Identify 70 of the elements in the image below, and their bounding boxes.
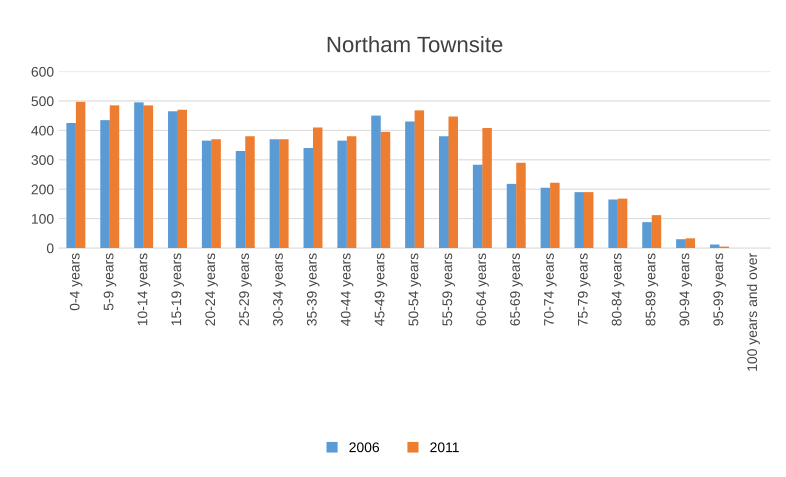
y-tick-label: 100 [32, 214, 54, 224]
bar [540, 188, 550, 248]
x-tick-label: 70-74 years [544, 253, 557, 326]
bar [178, 110, 187, 248]
x-tick-label: 0-4 years [70, 253, 82, 310]
x-tick-label: 75-79 years [578, 253, 590, 326]
bar [168, 111, 178, 248]
bar [482, 128, 492, 248]
bar [652, 215, 662, 248]
y-tick-label: 300 [31, 155, 54, 165]
bar [550, 182, 560, 248]
bar [506, 184, 516, 248]
bar [642, 222, 652, 248]
bar [211, 139, 221, 248]
x-tick-label: 5-9 years [104, 253, 116, 310]
bar [144, 105, 154, 248]
bar [312, 127, 322, 248]
bar [516, 162, 526, 248]
bar [574, 192, 584, 248]
bar [439, 136, 448, 248]
x-tick-label: 20-24 years [205, 253, 218, 326]
x-tick-label: 45-49 years [374, 253, 388, 326]
bar [337, 140, 347, 248]
x-tick-label: 80-84 years [612, 253, 624, 326]
x-tick-label: 10-14 years [138, 253, 150, 326]
bar [371, 116, 381, 248]
bar [618, 198, 628, 248]
x-tick-label: 85-89 years [646, 253, 658, 326]
y-tick-label: 400 [31, 126, 54, 136]
bar [676, 239, 686, 248]
bar [405, 122, 415, 248]
x-tick-label: 15-19 years [171, 253, 184, 326]
x-tick-label: 55-59 years [442, 253, 455, 326]
bar [686, 238, 696, 248]
bar [448, 116, 458, 248]
legend-label: 2006 [349, 442, 380, 452]
bar [380, 132, 390, 248]
bar [608, 200, 618, 248]
x-tick-label: 35-39 years [306, 253, 320, 326]
y-tick-label: 600 [32, 66, 54, 77]
bar [472, 164, 482, 248]
bar [236, 150, 246, 248]
legend-label: 2011 [430, 442, 459, 452]
y-tick-label: 200 [32, 184, 54, 194]
bar [202, 140, 212, 248]
bar [110, 105, 120, 248]
x-tick-label: 50-54 years [408, 253, 422, 326]
x-tick-label: 65-69 years [510, 253, 523, 326]
y-tick-label: 0 [46, 243, 54, 254]
x-tick-label: 40-44 years [340, 253, 354, 326]
bar [304, 148, 313, 248]
x-tick-label: 25-29 years [239, 253, 252, 326]
bar [710, 244, 720, 248]
bar [414, 110, 424, 248]
x-tick-label: 100 years and over [746, 253, 760, 371]
x-tick-label: 30-34 years [273, 253, 286, 326]
x-tick-label: 95-99 years [713, 253, 726, 326]
bar [76, 102, 86, 248]
bar [245, 136, 255, 248]
bar [270, 139, 280, 248]
bar [346, 136, 356, 248]
x-tick-label: 60-64 years [476, 253, 489, 326]
x-tick-label: 90-94 years [679, 253, 692, 326]
bar [584, 192, 594, 248]
bar [279, 139, 289, 248]
bar [66, 123, 76, 248]
chart-title: Northam Townsite [328, 36, 502, 52]
bar [100, 120, 110, 248]
bar [134, 102, 144, 248]
y-tick-label: 500 [31, 96, 54, 106]
